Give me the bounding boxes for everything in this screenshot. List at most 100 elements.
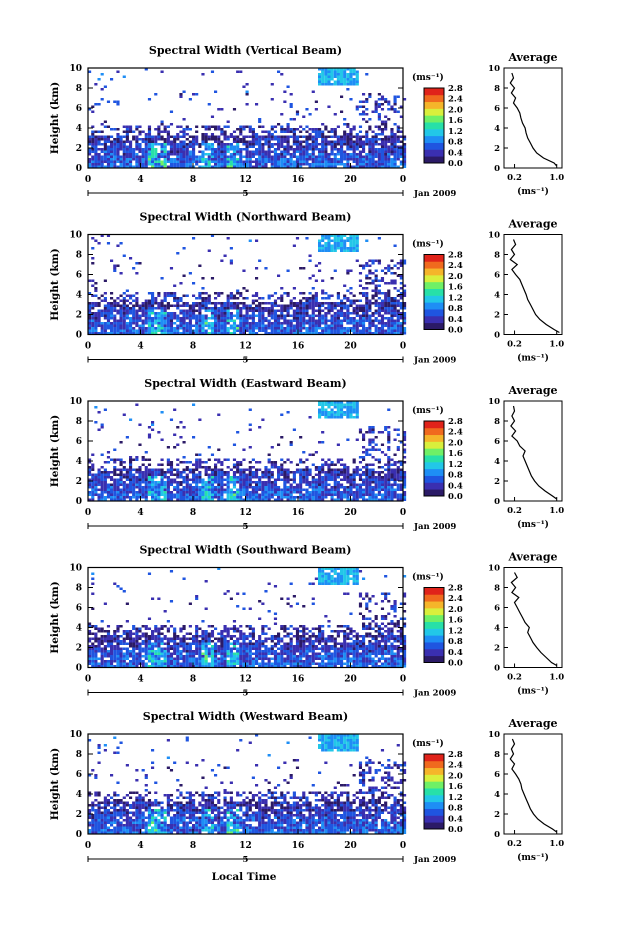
heatmap-cell bbox=[229, 662, 233, 665]
heatmap-cell bbox=[270, 324, 274, 327]
heatmap-cell bbox=[286, 488, 290, 491]
heatmap-cell bbox=[302, 128, 306, 131]
heatmap-cell bbox=[201, 327, 205, 330]
heatmap-cell bbox=[289, 135, 293, 138]
heatmap-cell bbox=[261, 165, 265, 168]
heatmap-cell bbox=[229, 155, 233, 158]
heatmap-cell bbox=[185, 493, 189, 496]
heatmap-cell bbox=[88, 493, 92, 496]
heatmap-cell bbox=[377, 125, 381, 128]
heatmap-cell bbox=[336, 75, 340, 78]
heatmap-cell bbox=[110, 259, 114, 262]
heatmap-cell bbox=[214, 491, 218, 494]
heatmap-cell bbox=[387, 299, 391, 302]
heatmap-cell bbox=[384, 140, 388, 143]
heatmap-cell bbox=[169, 304, 174, 307]
heatmap-cell bbox=[116, 322, 120, 325]
heatmap-cell bbox=[166, 158, 170, 161]
heatmap-cell bbox=[232, 483, 237, 486]
heatmap-cell bbox=[94, 312, 98, 315]
x-tick-label: 16 bbox=[292, 508, 305, 518]
heatmap-cell bbox=[113, 483, 117, 486]
heatmap-cell bbox=[390, 312, 394, 315]
heatmap-cell bbox=[229, 145, 233, 148]
heatmap-cell bbox=[355, 329, 359, 332]
heatmap-cell bbox=[318, 244, 322, 247]
heatmap-cell bbox=[223, 135, 227, 138]
heatmap-cell bbox=[103, 317, 107, 320]
heatmap-cell bbox=[207, 458, 211, 461]
heatmap-cell bbox=[289, 299, 293, 302]
heatmap-cell bbox=[232, 302, 237, 305]
heatmap-cell bbox=[239, 471, 243, 474]
heatmap-cell bbox=[371, 473, 375, 476]
heatmap-cell bbox=[352, 70, 356, 73]
heatmap-cell bbox=[261, 418, 265, 421]
heatmap-cell bbox=[251, 322, 255, 325]
heatmap-cell bbox=[236, 289, 240, 292]
heatmap-cell bbox=[125, 133, 129, 136]
heatmap-cell bbox=[245, 468, 249, 471]
heatmap-cell bbox=[302, 478, 306, 481]
heatmap-cell bbox=[188, 307, 192, 310]
heatmap-cell bbox=[173, 478, 177, 481]
heatmap-cell bbox=[358, 284, 363, 287]
heatmap-cell bbox=[226, 160, 230, 163]
heatmap-cell bbox=[349, 75, 353, 78]
heatmap-cell bbox=[368, 307, 372, 310]
heatmap-cell bbox=[239, 473, 243, 476]
heatmap-cell bbox=[371, 143, 375, 146]
heatmap-cell bbox=[116, 302, 120, 305]
heatmap-cell bbox=[110, 498, 114, 501]
heatmap-cell bbox=[251, 294, 255, 297]
heatmap-cell bbox=[97, 314, 101, 317]
heatmap-cell bbox=[179, 95, 183, 98]
heatmap-cell bbox=[251, 665, 255, 668]
heatmap-cell bbox=[88, 329, 92, 332]
heatmap-cell bbox=[267, 130, 271, 133]
heatmap-cell bbox=[336, 68, 340, 71]
heatmap-cell bbox=[229, 491, 233, 494]
heatmap-cell bbox=[333, 269, 337, 272]
heatmap-cell bbox=[236, 309, 240, 312]
heatmap-cell bbox=[387, 264, 391, 267]
heatmap-cell bbox=[267, 332, 271, 335]
heatmap-cell bbox=[311, 491, 315, 494]
heatmap-cell bbox=[154, 307, 158, 310]
heatmap-cell bbox=[295, 138, 300, 141]
heatmap-cell bbox=[163, 317, 167, 320]
heatmap-cell bbox=[270, 314, 274, 317]
heatmap-cell bbox=[169, 314, 174, 317]
heatmap-cell bbox=[380, 95, 385, 98]
heatmap-cell bbox=[116, 665, 120, 668]
heatmap-cell bbox=[349, 145, 353, 148]
heatmap-cell bbox=[135, 158, 139, 161]
heatmap-cell bbox=[311, 294, 315, 297]
heatmap-cell bbox=[330, 324, 334, 327]
heatmap-cell bbox=[100, 327, 104, 330]
colorbar-swatch bbox=[424, 274, 444, 283]
heatmap-cell bbox=[160, 163, 164, 166]
heatmap-cell bbox=[151, 138, 155, 141]
y-tick-label: 4 bbox=[76, 291, 82, 301]
heatmap-cell bbox=[333, 242, 337, 245]
heatmap-cell bbox=[343, 239, 347, 242]
heatmap-cell bbox=[251, 493, 255, 496]
heatmap-cell bbox=[302, 314, 306, 317]
heatmap-cell bbox=[223, 319, 227, 322]
heatmap-cell bbox=[343, 312, 347, 315]
heatmap-cell bbox=[144, 317, 148, 320]
heatmap-cell bbox=[220, 143, 224, 146]
heatmap-cell bbox=[393, 478, 397, 481]
heatmap-cell bbox=[324, 83, 328, 86]
heatmap-cell bbox=[226, 486, 230, 489]
heatmap-cell bbox=[365, 163, 369, 166]
heatmap-cell bbox=[340, 239, 344, 242]
heatmap-cell bbox=[384, 148, 388, 151]
heatmap-cell bbox=[125, 493, 129, 496]
heatmap-cell bbox=[399, 332, 403, 335]
heatmap-cell bbox=[380, 108, 385, 111]
heatmap-cell bbox=[264, 163, 268, 166]
heatmap-cell bbox=[232, 493, 237, 496]
heatmap-cell bbox=[125, 478, 129, 481]
